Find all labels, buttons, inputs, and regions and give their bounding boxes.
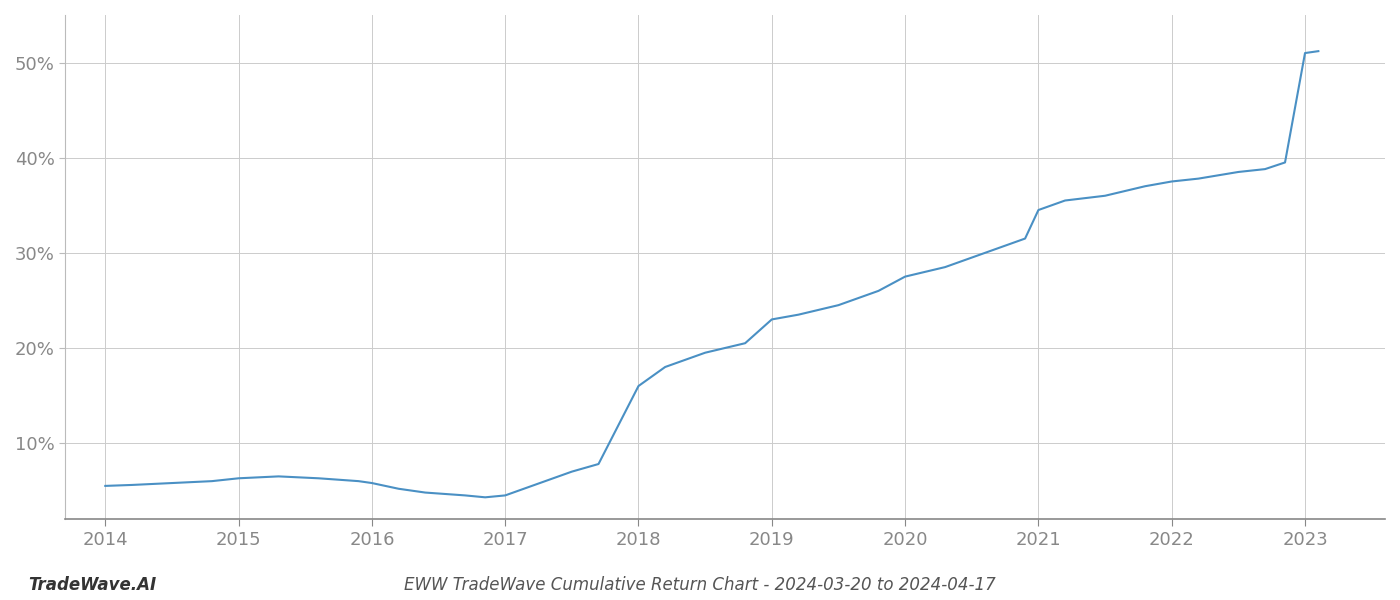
Text: EWW TradeWave Cumulative Return Chart - 2024-03-20 to 2024-04-17: EWW TradeWave Cumulative Return Chart - … (405, 576, 995, 594)
Text: TradeWave.AI: TradeWave.AI (28, 576, 157, 594)
